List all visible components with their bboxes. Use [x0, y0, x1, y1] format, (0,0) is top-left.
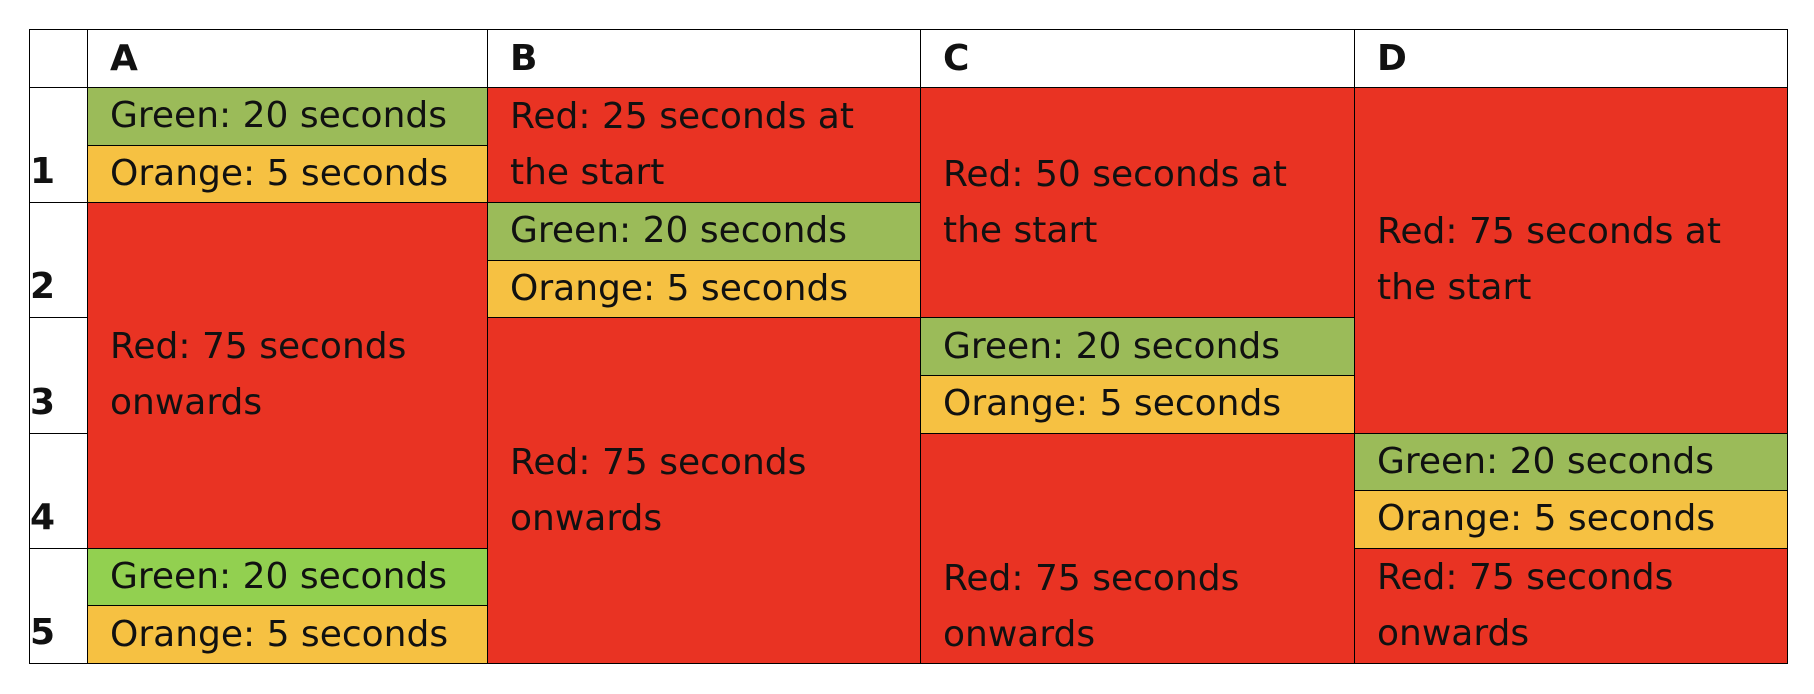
- cell-text: 4: [30, 496, 56, 538]
- column-header: B: [487, 29, 921, 88]
- signal-cell: Red: 75 seconds onwards: [487, 317, 921, 664]
- column-header: A: [87, 29, 488, 88]
- signal-cell: Orange: 5 seconds: [87, 144, 488, 204]
- signal-cell: Green: 20 seconds: [87, 547, 488, 607]
- column-header: D: [1354, 29, 1788, 88]
- cell-text: Green: 20 seconds: [510, 210, 847, 252]
- cell-text: Red: 75 seconds onwards: [510, 441, 807, 539]
- cell-text: Orange: 5 seconds: [943, 383, 1282, 425]
- row-header: 3: [29, 317, 88, 434]
- column-header: C: [920, 29, 1355, 88]
- cell-text: D: [1377, 37, 1407, 79]
- signal-cell: Green: 20 seconds: [487, 202, 921, 261]
- signal-cell: Red: 75 seconds onwards: [87, 202, 488, 549]
- row-header: 5: [29, 547, 88, 664]
- cell-text: A: [110, 37, 138, 79]
- signal-cell: Orange: 5 seconds: [1354, 490, 1788, 549]
- cell-text: Orange: 5 seconds: [510, 268, 849, 310]
- cell-text: 1: [30, 151, 56, 193]
- cell-text: Red: 50 seconds at the start: [943, 153, 1287, 251]
- cell-text: C: [943, 37, 970, 79]
- cell-text: Red: 75 seconds at the start: [1377, 211, 1721, 309]
- signal-cell: Red: 50 seconds at the start: [920, 87, 1355, 319]
- signal-cell: Red: 75 seconds at the start: [1354, 87, 1788, 434]
- signal-cell: Orange: 5 seconds: [920, 375, 1355, 434]
- signal-cell: Green: 20 seconds: [87, 87, 488, 146]
- cell-text: Red: 75 seconds onwards: [1377, 556, 1674, 654]
- cell-text: Red: 25 seconds at the start: [510, 96, 854, 194]
- signal-cell: Red: 75 seconds onwards: [920, 432, 1355, 664]
- cell-text: Green: 20 seconds: [1377, 440, 1714, 482]
- cell-text: Green: 20 seconds: [110, 95, 447, 137]
- cell-text: Red: 75 seconds onwards: [943, 557, 1240, 655]
- cell-text: 2: [30, 266, 56, 308]
- cell-text: B: [510, 37, 538, 79]
- row-header: 2: [29, 202, 88, 319]
- cell-text: Red: 75 seconds onwards: [110, 326, 407, 424]
- cell-text: Orange: 5 seconds: [110, 613, 449, 655]
- corner-cell: [29, 29, 88, 88]
- cell-text: 5: [30, 611, 56, 653]
- cell-text: Green: 20 seconds: [943, 325, 1280, 367]
- cell-text: 3: [30, 381, 56, 423]
- cell-text: Orange: 5 seconds: [110, 152, 449, 194]
- signal-cell: Green: 20 seconds: [920, 317, 1355, 376]
- signal-cell: Green: 20 seconds: [1354, 432, 1788, 492]
- cell-text: Orange: 5 seconds: [1377, 498, 1716, 540]
- row-header: 1: [29, 87, 88, 204]
- row-header: 4: [29, 432, 88, 549]
- signal-cell: Red: 75 seconds onwards: [1354, 547, 1788, 664]
- signal-cell: Orange: 5 seconds: [487, 259, 921, 319]
- signal-cell: Red: 25 seconds at the start: [487, 87, 921, 204]
- cell-text: Green: 20 seconds: [110, 556, 447, 598]
- signal-cell: Orange: 5 seconds: [87, 605, 488, 664]
